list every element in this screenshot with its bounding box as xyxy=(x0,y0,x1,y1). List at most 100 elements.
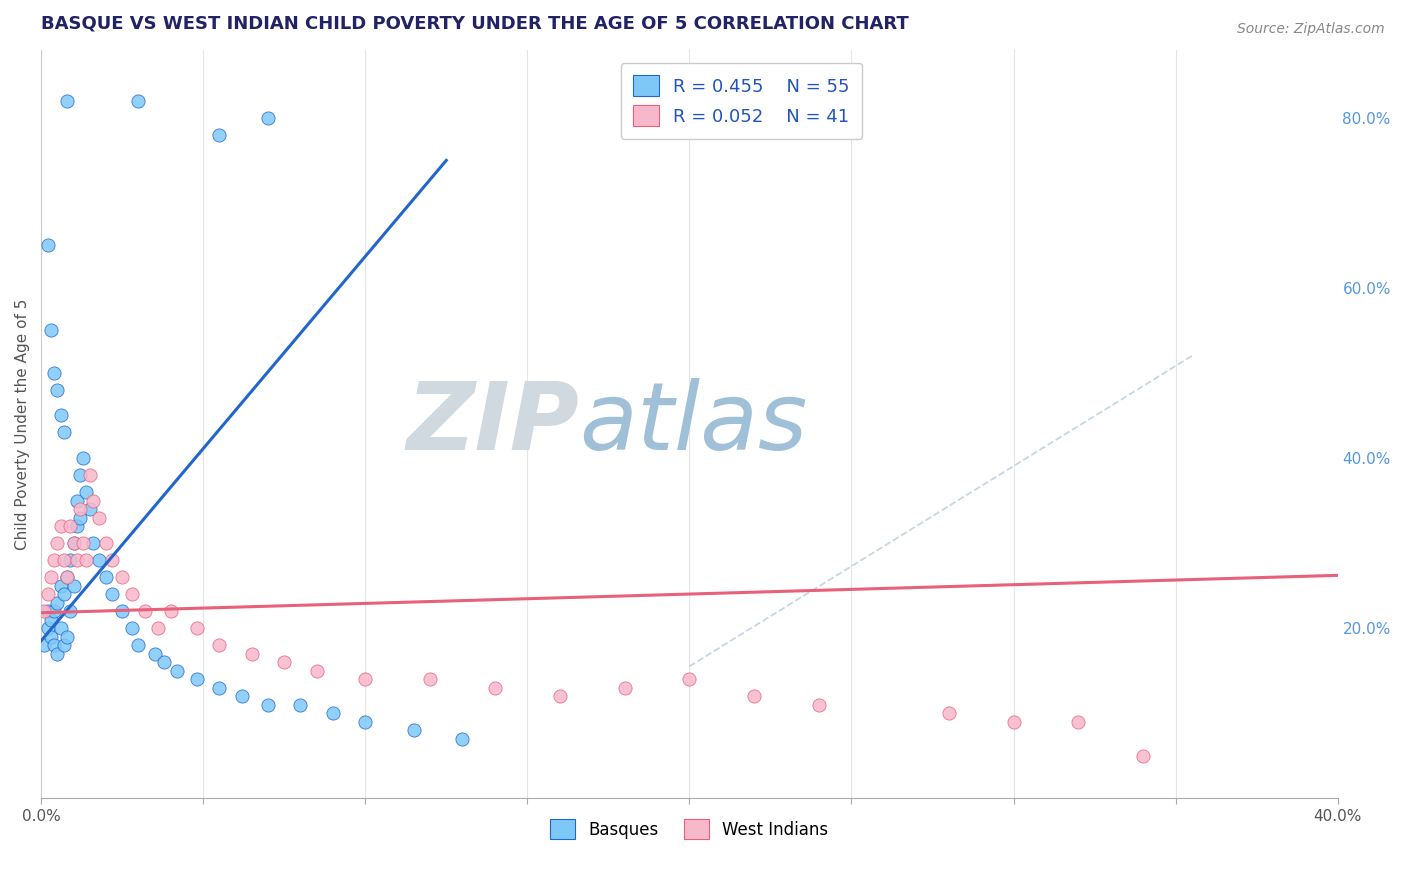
Point xyxy=(66,493,89,508)
Point xyxy=(257,111,280,125)
Point xyxy=(208,638,231,652)
Point xyxy=(484,681,506,695)
Point xyxy=(127,94,149,108)
Point xyxy=(82,493,104,508)
Point xyxy=(186,621,208,635)
Point xyxy=(101,587,124,601)
Point xyxy=(305,664,328,678)
Point xyxy=(548,689,571,703)
Point xyxy=(354,714,377,729)
Point xyxy=(46,596,69,610)
Legend: Basques, West Indians: Basques, West Indians xyxy=(544,813,835,846)
Point xyxy=(52,425,75,440)
Point xyxy=(69,510,91,524)
Point xyxy=(208,128,231,142)
Point xyxy=(37,621,59,635)
Point xyxy=(240,647,263,661)
Point xyxy=(76,553,98,567)
Point xyxy=(127,638,149,652)
Point xyxy=(49,519,72,533)
Point xyxy=(231,689,253,703)
Point xyxy=(678,672,700,686)
Point xyxy=(79,502,101,516)
Point xyxy=(613,681,636,695)
Point xyxy=(143,647,166,661)
Point xyxy=(159,604,181,618)
Point xyxy=(79,468,101,483)
Point xyxy=(59,519,82,533)
Point xyxy=(354,672,377,686)
Point xyxy=(72,450,94,465)
Point xyxy=(42,366,65,380)
Point xyxy=(39,630,62,644)
Point xyxy=(42,553,65,567)
Point xyxy=(153,655,176,669)
Point xyxy=(938,706,960,720)
Point xyxy=(42,638,65,652)
Point xyxy=(56,630,79,644)
Point xyxy=(402,723,425,738)
Point xyxy=(62,578,84,592)
Point xyxy=(186,672,208,686)
Point xyxy=(37,604,59,618)
Text: BASQUE VS WEST INDIAN CHILD POVERTY UNDER THE AGE OF 5 CORRELATION CHART: BASQUE VS WEST INDIAN CHILD POVERTY UNDE… xyxy=(41,15,908,33)
Point xyxy=(49,409,72,423)
Text: Source: ZipAtlas.com: Source: ZipAtlas.com xyxy=(1237,22,1385,37)
Point xyxy=(39,570,62,584)
Point xyxy=(49,578,72,592)
Point xyxy=(94,570,117,584)
Point xyxy=(37,238,59,252)
Point xyxy=(59,604,82,618)
Point xyxy=(42,604,65,618)
Point xyxy=(166,664,188,678)
Point xyxy=(66,553,89,567)
Point xyxy=(1132,748,1154,763)
Point xyxy=(72,536,94,550)
Point xyxy=(56,570,79,584)
Point xyxy=(208,681,231,695)
Point xyxy=(49,621,72,635)
Point xyxy=(808,698,831,712)
Point xyxy=(1067,714,1090,729)
Point xyxy=(62,536,84,550)
Point xyxy=(69,468,91,483)
Point xyxy=(146,621,169,635)
Point xyxy=(69,502,91,516)
Point xyxy=(39,613,62,627)
Point xyxy=(52,553,75,567)
Point xyxy=(111,604,134,618)
Point xyxy=(52,587,75,601)
Point xyxy=(56,94,79,108)
Point xyxy=(37,587,59,601)
Text: atlas: atlas xyxy=(579,378,807,469)
Point xyxy=(76,485,98,500)
Point xyxy=(89,553,111,567)
Y-axis label: Child Poverty Under the Age of 5: Child Poverty Under the Age of 5 xyxy=(15,298,30,549)
Point xyxy=(34,604,56,618)
Point xyxy=(121,621,143,635)
Point xyxy=(419,672,441,686)
Point xyxy=(39,323,62,337)
Point xyxy=(34,638,56,652)
Point xyxy=(451,731,474,746)
Point xyxy=(742,689,765,703)
Text: ZIP: ZIP xyxy=(406,378,579,470)
Point xyxy=(52,638,75,652)
Point xyxy=(134,604,156,618)
Point xyxy=(82,536,104,550)
Point xyxy=(62,536,84,550)
Point xyxy=(46,383,69,397)
Point xyxy=(56,570,79,584)
Point xyxy=(273,655,295,669)
Point xyxy=(46,647,69,661)
Point xyxy=(290,698,312,712)
Point xyxy=(46,536,69,550)
Point xyxy=(66,519,89,533)
Point xyxy=(59,553,82,567)
Point xyxy=(89,510,111,524)
Point xyxy=(121,587,143,601)
Point xyxy=(257,698,280,712)
Point xyxy=(111,570,134,584)
Point xyxy=(101,553,124,567)
Point xyxy=(322,706,344,720)
